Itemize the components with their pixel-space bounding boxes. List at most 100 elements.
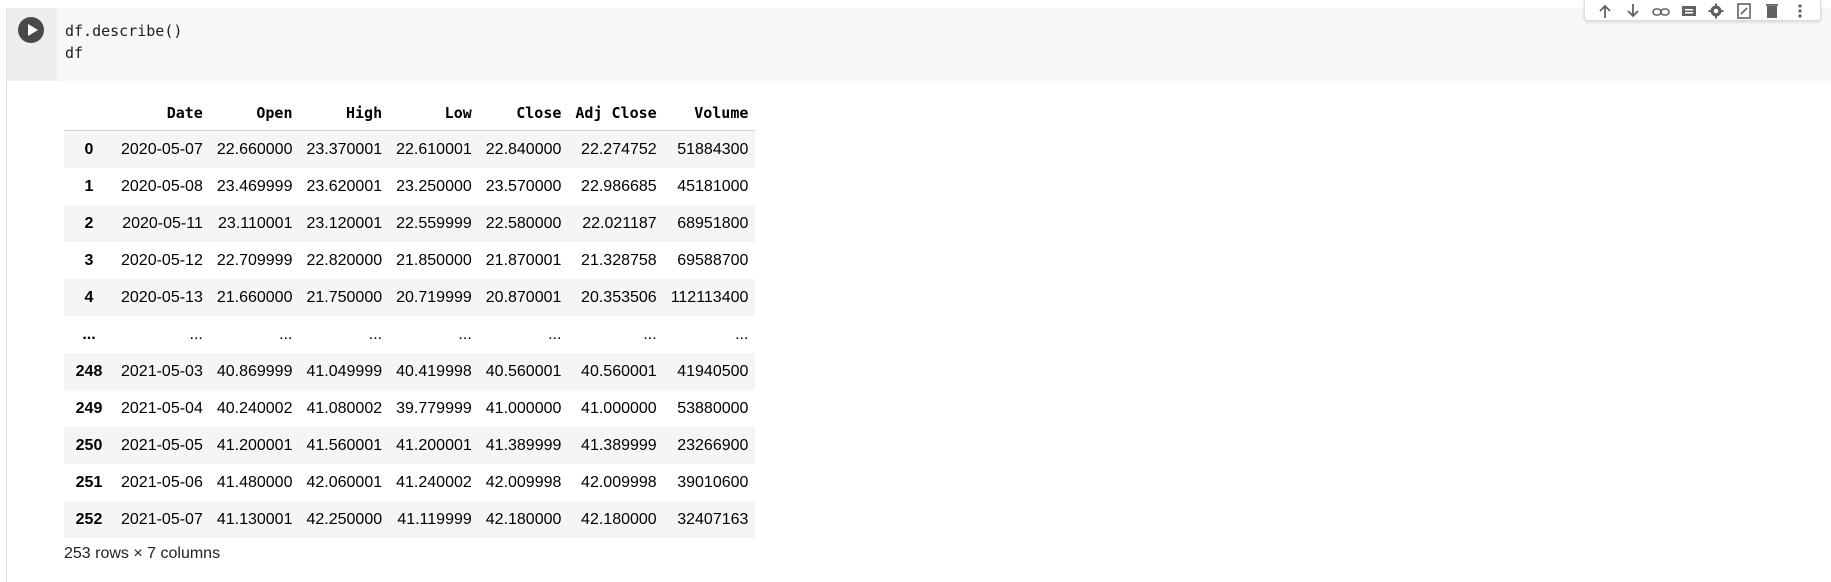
table-cell: 41.200001	[396, 436, 472, 454]
table-cell: 42.060001	[306, 473, 383, 491]
table-cell: 41.200001	[216, 436, 293, 454]
table-cell: 21.870001	[485, 251, 562, 269]
table-cell: 42.180000	[485, 510, 562, 528]
table-row: 1 2020-05-08 23.469999 23.620001 23.250000 23…	[64, 168, 756, 205]
row-index: 3	[84, 251, 94, 269]
table-row: 4 2020-05-13 21.660000 21.750000 20.719999 20…	[64, 279, 756, 316]
notebook-cell[interactable]: df.describe() df	[6, 0, 1831, 582]
table-row: 251 2021-05-06 41.480000 42.060001 41.240002…	[64, 464, 756, 501]
row-index: 1	[84, 177, 94, 195]
play-icon	[28, 24, 38, 36]
cell-gutter	[7, 8, 57, 81]
table-cell: 21.750000	[306, 288, 383, 306]
table-cell: 2020-05-07	[121, 140, 203, 158]
row-index: 0	[84, 140, 94, 158]
table-row: 250 2021-05-05 41.200001 41.560001 41.200001…	[64, 427, 756, 464]
table-cell: 23.120001	[306, 214, 383, 232]
cell-output: Date Open High Low Close Adj Close Volum…	[64, 95, 756, 563]
move-up-button[interactable]	[1595, 1, 1615, 19]
table-cell: 39.779999	[396, 399, 472, 417]
table-body: 0 2020-05-07 22.660000 23.370001 22.610001 22…	[64, 130, 756, 538]
table-cell: 68951800	[677, 214, 749, 232]
table-cell: 53880000	[677, 399, 749, 417]
gear-icon	[1708, 3, 1724, 19]
column-header: Low	[389, 95, 479, 131]
table-cell: 51884300	[677, 140, 749, 158]
table-cell: 23.469999	[216, 177, 293, 195]
table-cell: 2020-05-11	[122, 214, 203, 232]
table-cell: 22.986685	[581, 177, 657, 195]
comment-icon	[1681, 6, 1696, 16]
table-cell: 23.110001	[218, 214, 293, 232]
code-line: df	[65, 44, 84, 62]
table-cell: 41.080002	[306, 399, 383, 417]
code-input-area[interactable]: df.describe() df	[7, 8, 1831, 81]
table-cell: 22.580000	[485, 214, 562, 232]
table-cell: 45181000	[677, 177, 749, 195]
row-index: 2	[84, 214, 94, 232]
table-row: ........................	[64, 316, 756, 353]
arrow-down-icon	[1627, 4, 1639, 18]
table-row: 3 2020-05-12 22.709999 22.820000 21.850000 21…	[64, 242, 756, 279]
table-cell: 2021-05-04	[121, 399, 203, 417]
table-cell: 22.610001	[396, 140, 472, 158]
table-cell: 41.000000	[581, 399, 657, 417]
table-cell: 2021-05-06	[121, 473, 203, 491]
table-cell: ...	[368, 325, 383, 343]
table-cell: 22.840000	[485, 140, 562, 158]
table-cell: 40.869999	[216, 362, 293, 380]
table-cell: 41.389999	[581, 436, 657, 454]
cell-toolbar	[1584, 0, 1821, 21]
row-index: 4	[84, 288, 94, 306]
table-cell: 40.419998	[396, 362, 472, 380]
move-down-button[interactable]	[1623, 1, 1643, 19]
table-cell: ...	[458, 325, 472, 343]
table-cell: 22.660000	[216, 140, 293, 158]
table-row: 0 2020-05-07 22.660000 23.370001 22.610001 22…	[64, 130, 756, 168]
table-cell: 23266900	[677, 436, 749, 454]
table-cell: 41.480000	[216, 473, 293, 491]
link-button[interactable]	[1651, 1, 1671, 19]
table-cell: 32407163	[677, 510, 749, 528]
table-cell: 2020-05-08	[121, 177, 203, 195]
column-header: High	[299, 95, 390, 131]
arrow-up-icon	[1599, 4, 1611, 18]
comment-button[interactable]	[1679, 1, 1699, 19]
more-vert-icon	[1798, 4, 1802, 18]
table-cell: 2021-05-03	[121, 362, 203, 380]
table-cell: 42.180000	[581, 510, 657, 528]
table-cell: 41.560001	[306, 436, 383, 454]
code-line: df.describe()	[65, 22, 183, 40]
table-cell: 20.719999	[396, 288, 472, 306]
table-cell: 41940500	[677, 362, 749, 380]
table-cell: 21.850000	[396, 251, 472, 269]
table-cell: 20.353506	[581, 288, 657, 306]
row-index: 252	[75, 510, 103, 528]
run-cell-button[interactable]	[18, 17, 44, 43]
table-cell: 42.009998	[485, 473, 562, 491]
mirror-cell-button[interactable]	[1734, 1, 1754, 19]
table-cell: 42.250000	[306, 510, 383, 528]
row-index: 249	[75, 399, 103, 417]
table-cell: 42.009998	[581, 473, 657, 491]
table-row: 248 2021-05-03 40.869999 41.049999 40.419998…	[64, 353, 756, 390]
table-cell: 41.000000	[485, 399, 562, 417]
table-cell: 41.130001	[216, 510, 293, 528]
more-options-button[interactable]	[1790, 1, 1810, 19]
column-header: Date	[114, 95, 210, 131]
column-header: Open	[209, 95, 300, 131]
delete-button[interactable]	[1762, 1, 1782, 19]
table-cell: ...	[735, 325, 749, 343]
table-cell: 22.274752	[581, 140, 657, 158]
table-cell: 20.870001	[485, 288, 562, 306]
table-cell: 112113400	[670, 288, 749, 306]
table-cell: 40.240002	[216, 399, 293, 417]
table-cell: 41.049999	[306, 362, 383, 380]
settings-button[interactable]	[1706, 1, 1726, 19]
table-cell: 22.559999	[396, 214, 472, 232]
column-header: Close	[478, 95, 569, 131]
table-cell: 2021-05-05	[121, 436, 203, 454]
table-cell: 41.240002	[396, 473, 472, 491]
table-cell: ...	[279, 325, 293, 343]
code-editor[interactable]: df.describe() df	[65, 20, 182, 64]
